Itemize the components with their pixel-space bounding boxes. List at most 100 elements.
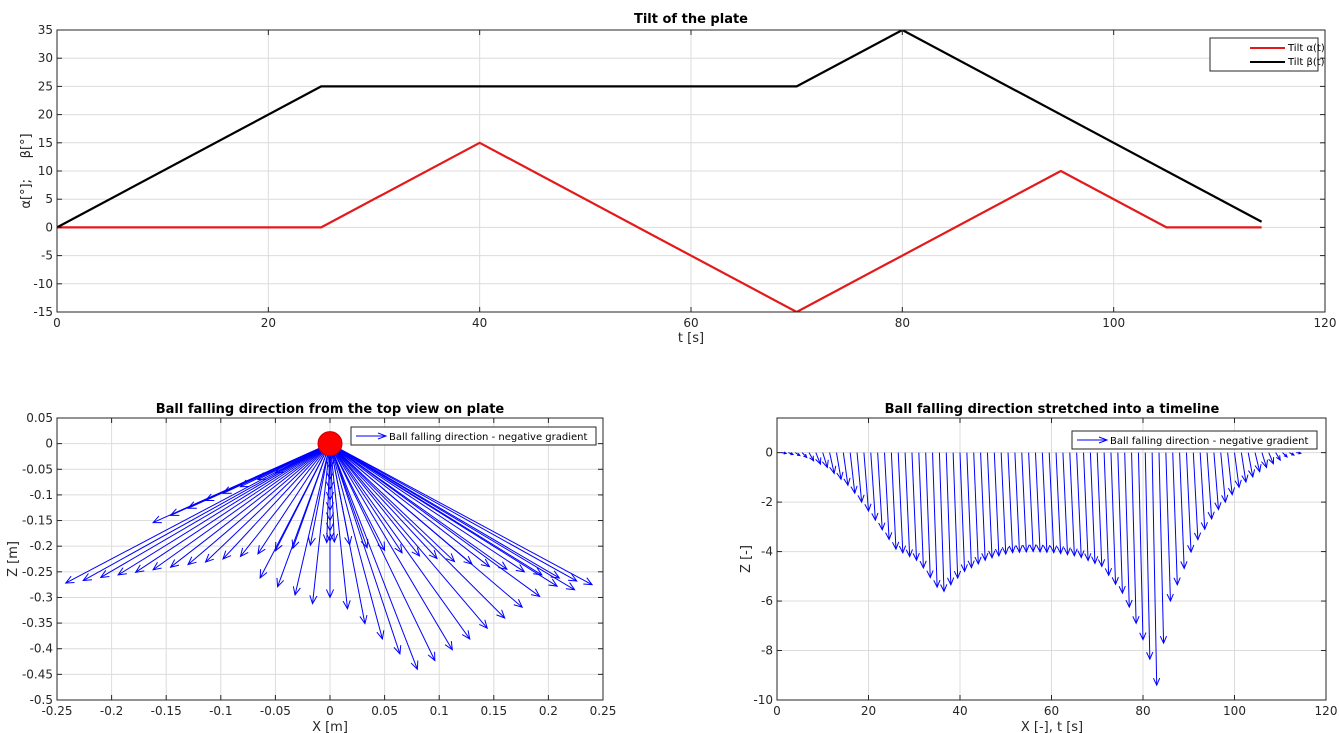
timeline-arrow	[1137, 452, 1147, 641]
top-view-chart: -0.25 -0.2 -0.15 -0.1 -0.05 0 0.05 0.1 0.15 0.2 0.…	[6, 402, 616, 733]
top-view-chart-x-ticks: -0.25 -0.2 -0.15 -0.1 -0.05 0 0.05 0.1 0.15 0.2 0.…	[41, 418, 616, 718]
timeline-arrow	[842, 452, 851, 487]
falling-direction-arrow	[329, 443, 436, 662]
top-view-legend-swatch-head	[377, 432, 388, 440]
timeline-arrow	[788, 452, 795, 456]
timeline-chart-y-tick-label: -10	[753, 693, 773, 707]
falling-direction-arrow	[329, 443, 419, 671]
top-view-chart-x-tick-label: 0.2	[539, 704, 558, 718]
timeline-arrow	[1021, 452, 1030, 554]
timeline-arrow	[1131, 452, 1140, 625]
falling-direction-arrow	[292, 443, 331, 597]
tilt-chart-series	[57, 30, 1263, 312]
tilt-chart-y-tick-label: -5	[41, 249, 53, 263]
timeline-arrow	[849, 452, 858, 495]
timeline-arrow	[1213, 452, 1222, 511]
timeline-chart-x-tick-label: 20	[861, 704, 876, 718]
tilt-chart-y-tick-label: 10	[38, 164, 53, 178]
tilt-chart-x-tick-label: 100	[1102, 316, 1125, 330]
timeline-arrow	[1055, 452, 1064, 555]
top-view-chart-x-tick-label: 0.1	[430, 704, 449, 718]
falling-direction-arrow	[307, 443, 331, 547]
falling-direction-arrow	[329, 443, 456, 563]
timeline-arrow	[890, 452, 900, 551]
top-view-chart-y-tick-label: -0.45	[22, 667, 53, 681]
tilt-chart-legend-box	[1209, 37, 1319, 72]
timeline-chart-x-tick-label: 80	[1135, 704, 1150, 718]
top-view-chart-y-tick-label: -0.2	[30, 539, 53, 553]
timeline-arrow	[1117, 452, 1126, 595]
falling-direction-arrow	[329, 443, 369, 549]
timeline-arrow	[1165, 452, 1174, 603]
falling-direction-arrow	[117, 443, 331, 576]
top-view-chart-y-tick-label: -0.05	[22, 462, 53, 476]
timeline-arrow	[801, 452, 808, 459]
timeline-arrow	[1275, 452, 1281, 462]
tilt-chart-x-tick-label: 60	[683, 316, 698, 330]
timeline-chart-title: Ball falling direction stretched into a …	[885, 402, 1220, 417]
timeline-arrow	[911, 452, 920, 562]
timeline-arrow	[904, 452, 913, 558]
timeline-chart-x-ticks: 0 20 40 60 80 100 120	[773, 418, 1337, 718]
top-view-chart-x-tick-label: 0.05	[371, 704, 398, 718]
top-view-chart-y-tick-label: -0.1	[30, 488, 53, 502]
falling-direction-arrow	[329, 443, 386, 552]
falling-direction-arrow	[329, 443, 438, 560]
falling-direction-arrow	[329, 443, 506, 619]
tilt-chart-title: Tilt of the plate	[634, 12, 748, 27]
falling-direction-arrow	[325, 443, 335, 599]
falling-direction-arrow	[134, 443, 331, 574]
top-view-chart-legend: Ball falling direction - negative gradie…	[350, 426, 597, 446]
tilt-chart-y-tick-label: 25	[38, 79, 53, 93]
timeline-arrow	[1247, 452, 1256, 479]
timeline-chart-grid	[776, 418, 1327, 701]
timeline-arrow	[1158, 452, 1168, 645]
timeline-arrow	[1296, 451, 1303, 455]
falling-direction-arrow	[82, 443, 331, 582]
top-view-chart-y-tick-label: -0.35	[22, 616, 53, 630]
timeline-chart-legend-box	[1071, 430, 1318, 450]
falling-direction-arrow	[152, 443, 331, 571]
timeline-arrow	[1028, 452, 1037, 553]
timeline-chart-x-tick-label: 40	[952, 704, 967, 718]
timeline-arrow	[1014, 452, 1023, 554]
falling-direction-arrow	[329, 443, 385, 641]
top-view-chart-title: Ball falling direction from the top view…	[156, 402, 505, 417]
falling-direction-arrow	[329, 443, 561, 579]
series-alpha-line	[57, 141, 1262, 312]
timeline-chart-y-tick-label: -4	[761, 545, 773, 559]
tilt-chart-y-tick-label: 20	[38, 108, 53, 122]
top-view-chart-x-tick-label: -0.1	[209, 704, 232, 718]
tilt-chart-x-tick-label: 40	[472, 316, 487, 330]
falling-direction-arrow	[329, 443, 526, 573]
falling-direction-arrow	[99, 443, 331, 579]
top-view-chart-legend-box	[350, 426, 597, 446]
falling-direction-arrow	[329, 443, 578, 582]
falling-direction-arrow	[329, 443, 402, 656]
timeline-arrow	[938, 452, 948, 593]
tilt-chart-x-tick-label: 0	[53, 316, 61, 330]
timeline-arrow	[918, 452, 927, 570]
tilt-chart-y-tick-label: 5	[45, 192, 53, 206]
top-view-chart-y-ticks: -0.5 -0.45 -0.4 -0.35 -0.3 -0.25 -0.2 -0.15 -0.1…	[22, 411, 603, 707]
timeline-arrow	[870, 452, 879, 522]
top-view-chart-x-tick-label: -0.05	[260, 704, 291, 718]
falling-direction-arrow	[329, 443, 403, 554]
legend-beta-label: Tilt β(t)	[1287, 57, 1325, 68]
timeline-arrow	[932, 452, 941, 589]
top-view-chart-y-tick-label: 0.05	[26, 411, 53, 425]
timeline-chart-y-ticks: -10 -8 -6 -4 -2 0	[753, 446, 1326, 707]
tilt-chart-x-ticks: 0 20 40 60 80 100 120	[53, 30, 1336, 330]
timeline-arrow	[1289, 452, 1296, 456]
timeline-chart-x-label: X [-], t [s]	[1021, 720, 1083, 733]
falling-direction-arrow	[169, 443, 331, 568]
falling-direction-arrow	[329, 443, 351, 610]
falling-direction-arrow	[187, 443, 331, 566]
timeline-arrow	[1234, 452, 1242, 489]
tilt-chart-y-tick-label: 35	[38, 23, 53, 37]
tilt-chart-grid	[56, 29, 1326, 313]
top-view-chart-y-tick-label: -0.3	[30, 590, 53, 604]
timeline-arrow	[863, 452, 872, 513]
timeline-arrow	[1034, 452, 1044, 554]
falling-direction-arrow	[329, 443, 473, 565]
